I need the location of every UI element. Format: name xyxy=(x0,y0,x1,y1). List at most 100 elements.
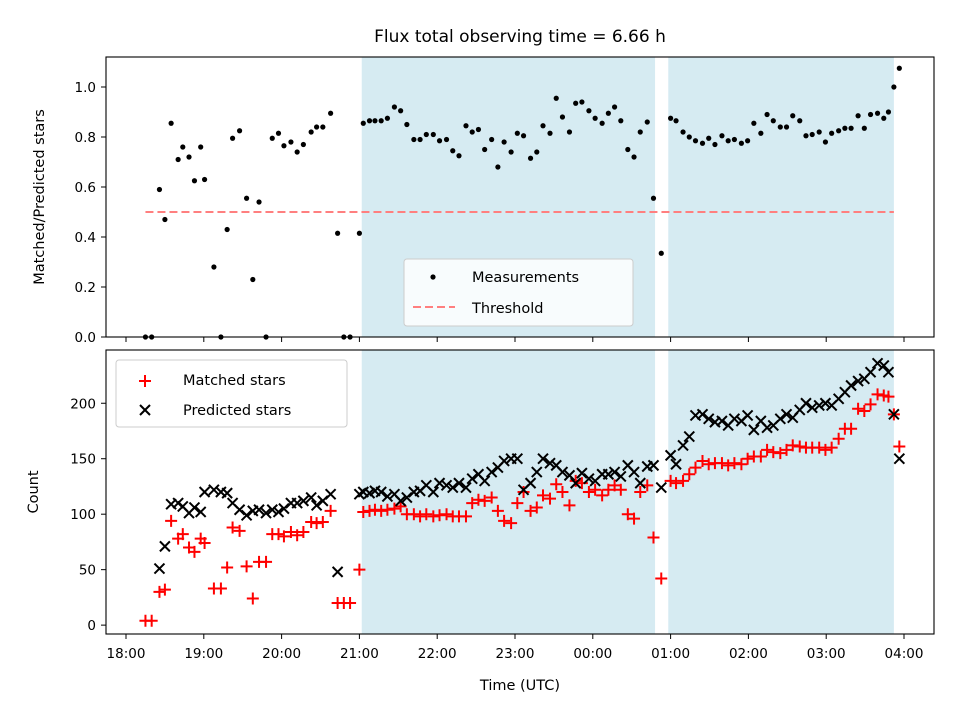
matched-stars-point xyxy=(735,458,748,471)
predicted-stars-point xyxy=(297,495,310,507)
predicted-stars-point xyxy=(272,506,285,518)
measurement-point xyxy=(256,199,262,205)
matched-stars-point xyxy=(316,515,329,528)
predicted-stars-point xyxy=(253,504,265,516)
matched-stars-point xyxy=(414,510,427,523)
measurement-point xyxy=(191,178,198,184)
top-legend: Measurements Threshold xyxy=(403,258,634,327)
predicted-stars-point xyxy=(615,470,627,483)
measurement-point xyxy=(162,216,168,223)
measurement-point xyxy=(751,120,757,126)
matched-stars-point xyxy=(459,510,472,523)
predicted-stars-point xyxy=(427,486,440,498)
measurement-point xyxy=(328,110,334,116)
measurement-point xyxy=(320,124,326,130)
matched-stars-point xyxy=(524,504,537,517)
measurement-point xyxy=(680,129,686,135)
measurement-point xyxy=(378,118,384,124)
matched-stars-point xyxy=(728,457,741,470)
matched-stars-point xyxy=(793,440,806,453)
measurement-point xyxy=(308,129,314,135)
matched-stars-point xyxy=(575,477,588,490)
matched-stars-point xyxy=(702,458,715,471)
predicted-stars-point xyxy=(683,430,695,443)
measurement-point xyxy=(686,134,692,140)
measurement-point xyxy=(668,115,674,121)
matched-stars-point xyxy=(198,537,211,550)
matched-stars-point xyxy=(596,489,609,502)
measurement-point xyxy=(725,138,731,144)
predicted-stars-point xyxy=(266,504,278,516)
predicted-stars-point xyxy=(460,481,472,494)
legend-predicted-marker xyxy=(139,404,151,416)
predicted-stars-point xyxy=(433,477,446,489)
predicted-stars-point xyxy=(485,466,498,478)
predicted-stars-point xyxy=(576,467,588,479)
matched-stars-point xyxy=(246,592,259,605)
x-axis-label: Time (UTC) xyxy=(479,678,560,694)
predicted-stars-point xyxy=(882,366,895,378)
predicted-stars-point xyxy=(260,507,272,519)
predicted-stars-point xyxy=(819,397,832,409)
matched-stars-point xyxy=(363,504,376,517)
predicted-stars-point xyxy=(324,488,337,500)
y-tick-label: 0.8 xyxy=(75,130,96,146)
matched-stars-point xyxy=(478,494,491,507)
predicted-stars-point xyxy=(291,497,303,509)
measurement-point xyxy=(450,148,456,154)
predicted-stars-point xyxy=(375,486,387,498)
legend-measurements-label: Measurements xyxy=(472,270,579,286)
matched-stars-point xyxy=(614,483,627,496)
matched-stars-point xyxy=(505,517,518,530)
matched-stars-point xyxy=(272,528,285,541)
x-tick-label: 21:00 xyxy=(340,646,379,662)
predicted-stars-point xyxy=(511,453,524,465)
y-tick-label: 0 xyxy=(87,618,96,634)
matched-stars-point xyxy=(221,561,234,574)
x-tick-label: 18:00 xyxy=(107,646,146,662)
measurement-point xyxy=(783,124,790,130)
matched-stars-point xyxy=(813,441,826,454)
measurement-point xyxy=(404,121,410,128)
measurement-point xyxy=(384,115,391,121)
measurement-point xyxy=(605,110,611,116)
predicted-stars-point xyxy=(634,477,646,489)
measurement-point xyxy=(269,135,275,141)
matched-stars-point xyxy=(433,509,446,522)
predicted-stars-point xyxy=(221,487,233,499)
bottom-panel: 0 50 100 150 200 18:00 19:00 20:00 21:00 22:00 23… xyxy=(26,349,935,694)
predicted-stars-point xyxy=(647,459,660,472)
matched-stars-point xyxy=(767,446,780,459)
bottom-legend-box xyxy=(115,359,348,428)
matched-stars-point xyxy=(388,502,401,515)
top-panel-frame xyxy=(105,56,935,338)
predicted-stars-point xyxy=(198,486,211,498)
measurement-point xyxy=(243,195,250,201)
measurement-point xyxy=(658,250,664,256)
matched-stars-point xyxy=(563,499,576,512)
matched-stars-point xyxy=(677,474,690,487)
observing-window xyxy=(361,350,656,634)
measurement-point xyxy=(294,149,300,155)
measurement-point xyxy=(436,138,443,144)
predicted-stars-point xyxy=(381,490,394,503)
measurement-point xyxy=(508,149,514,155)
measurement-point xyxy=(360,120,366,126)
measurement-point xyxy=(836,128,842,134)
measurement-point xyxy=(391,104,398,110)
measurement-point xyxy=(372,118,378,124)
matched-stars-point xyxy=(852,402,865,415)
measurement-point xyxy=(891,84,897,90)
measurement-point xyxy=(650,195,657,201)
matched-stars-point xyxy=(647,531,660,544)
measurement-point xyxy=(644,119,650,125)
matched-stars-point xyxy=(537,489,550,502)
predicted-stars-point xyxy=(401,491,413,504)
measurement-point xyxy=(236,128,243,134)
predicted-stars-point xyxy=(716,415,728,427)
predicted-stars-point xyxy=(677,439,689,452)
measurement-point xyxy=(527,155,534,161)
matched-stars-point xyxy=(260,555,273,568)
measurement-point xyxy=(881,115,887,121)
predicted-stars-point xyxy=(440,479,453,492)
